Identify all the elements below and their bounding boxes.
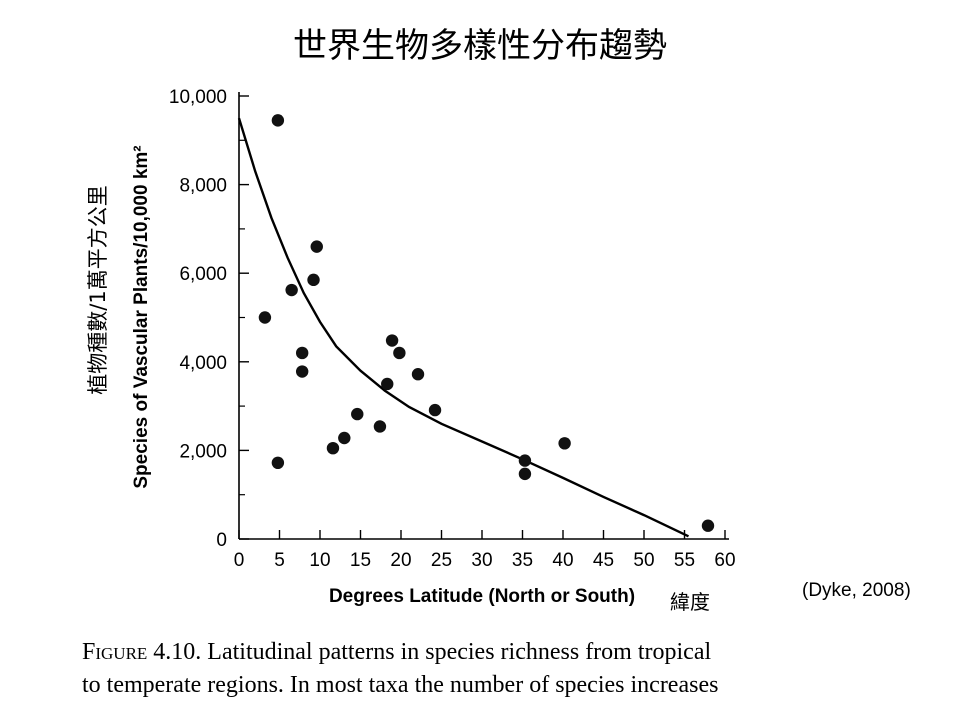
data-point xyxy=(701,519,715,532)
y-axis-label: Species of Vascular Plants/10,000 km² xyxy=(131,145,152,488)
data-point xyxy=(518,454,532,467)
data-point xyxy=(271,114,285,127)
x-tick-label: 0 xyxy=(234,550,245,571)
x-tick-label: 15 xyxy=(350,550,371,571)
x-tick-label: 45 xyxy=(593,550,614,571)
y-tick-label: 8,000 xyxy=(179,176,227,197)
data-point xyxy=(285,283,298,297)
x-tick-label: 60 xyxy=(714,550,735,571)
x-tick-label: 25 xyxy=(431,550,452,571)
data-points-group xyxy=(258,114,715,532)
chart-axes xyxy=(238,92,729,540)
data-point xyxy=(518,467,532,481)
y-tick-label: 10,000 xyxy=(169,87,227,108)
scatter-chart: 0 2,000 4,000 6,000 8,000 10,000 0 5 10 15 20 25 30… xyxy=(131,87,736,607)
x-tick-label: 5 xyxy=(274,550,285,571)
data-point xyxy=(307,273,320,287)
data-point xyxy=(310,240,323,253)
data-point xyxy=(428,403,442,417)
data-point xyxy=(338,431,351,445)
x-axis-label-chinese: 緯度 xyxy=(670,590,710,614)
y-axis-ticks: 0 2,000 4,000 6,000 8,000 10,000 xyxy=(169,87,249,551)
caption-text-1: Latitudinal patterns in species richness… xyxy=(207,639,712,665)
x-tick-label: 20 xyxy=(390,550,411,571)
x-tick-label: 50 xyxy=(633,550,654,571)
data-point xyxy=(271,456,285,470)
y-axis-label-chinese: 植物種數/1萬平方公里 xyxy=(86,185,110,395)
data-point xyxy=(393,346,406,360)
y-tick-label: 2,000 xyxy=(179,441,227,462)
y-tick-label: 4,000 xyxy=(179,353,227,374)
x-axis-ticks: 0 5 10 15 20 25 30 35 40 45 50 55 60 xyxy=(234,530,736,571)
data-point xyxy=(381,377,394,391)
data-point xyxy=(373,420,387,433)
x-tick-label: 30 xyxy=(471,550,492,571)
trend-curve-group xyxy=(237,117,690,538)
caption-line-2: to temperate regions. In most taxa the n… xyxy=(82,672,719,698)
figure-label: Figure 4.10. xyxy=(82,639,202,665)
x-tick-label: 35 xyxy=(512,550,533,571)
data-point xyxy=(326,441,340,455)
data-point xyxy=(295,346,309,360)
x-tick-label: 55 xyxy=(674,550,695,571)
data-point xyxy=(258,311,272,324)
caption-line-1: Figure 4.10. Latitudinal patterns in spe… xyxy=(82,636,822,669)
figure-caption: Figure 4.10. Latitudinal patterns in spe… xyxy=(82,636,822,702)
y-tick-label: 0 xyxy=(216,530,227,551)
trend-line xyxy=(237,117,690,538)
y-tick-label: 6,000 xyxy=(179,264,227,285)
x-axis-label: Degrees Latitude (North or South) xyxy=(329,586,635,607)
x-tick-label: 10 xyxy=(309,550,330,571)
data-point xyxy=(351,407,364,421)
data-point xyxy=(295,365,309,378)
x-tick-label: 40 xyxy=(552,550,573,571)
slide-title: 世界生物多樣性分布趨勢 xyxy=(293,26,667,66)
data-point xyxy=(411,368,425,381)
data-point xyxy=(558,437,571,450)
data-point xyxy=(385,334,399,347)
citation: (Dyke, 2008) xyxy=(802,580,911,601)
